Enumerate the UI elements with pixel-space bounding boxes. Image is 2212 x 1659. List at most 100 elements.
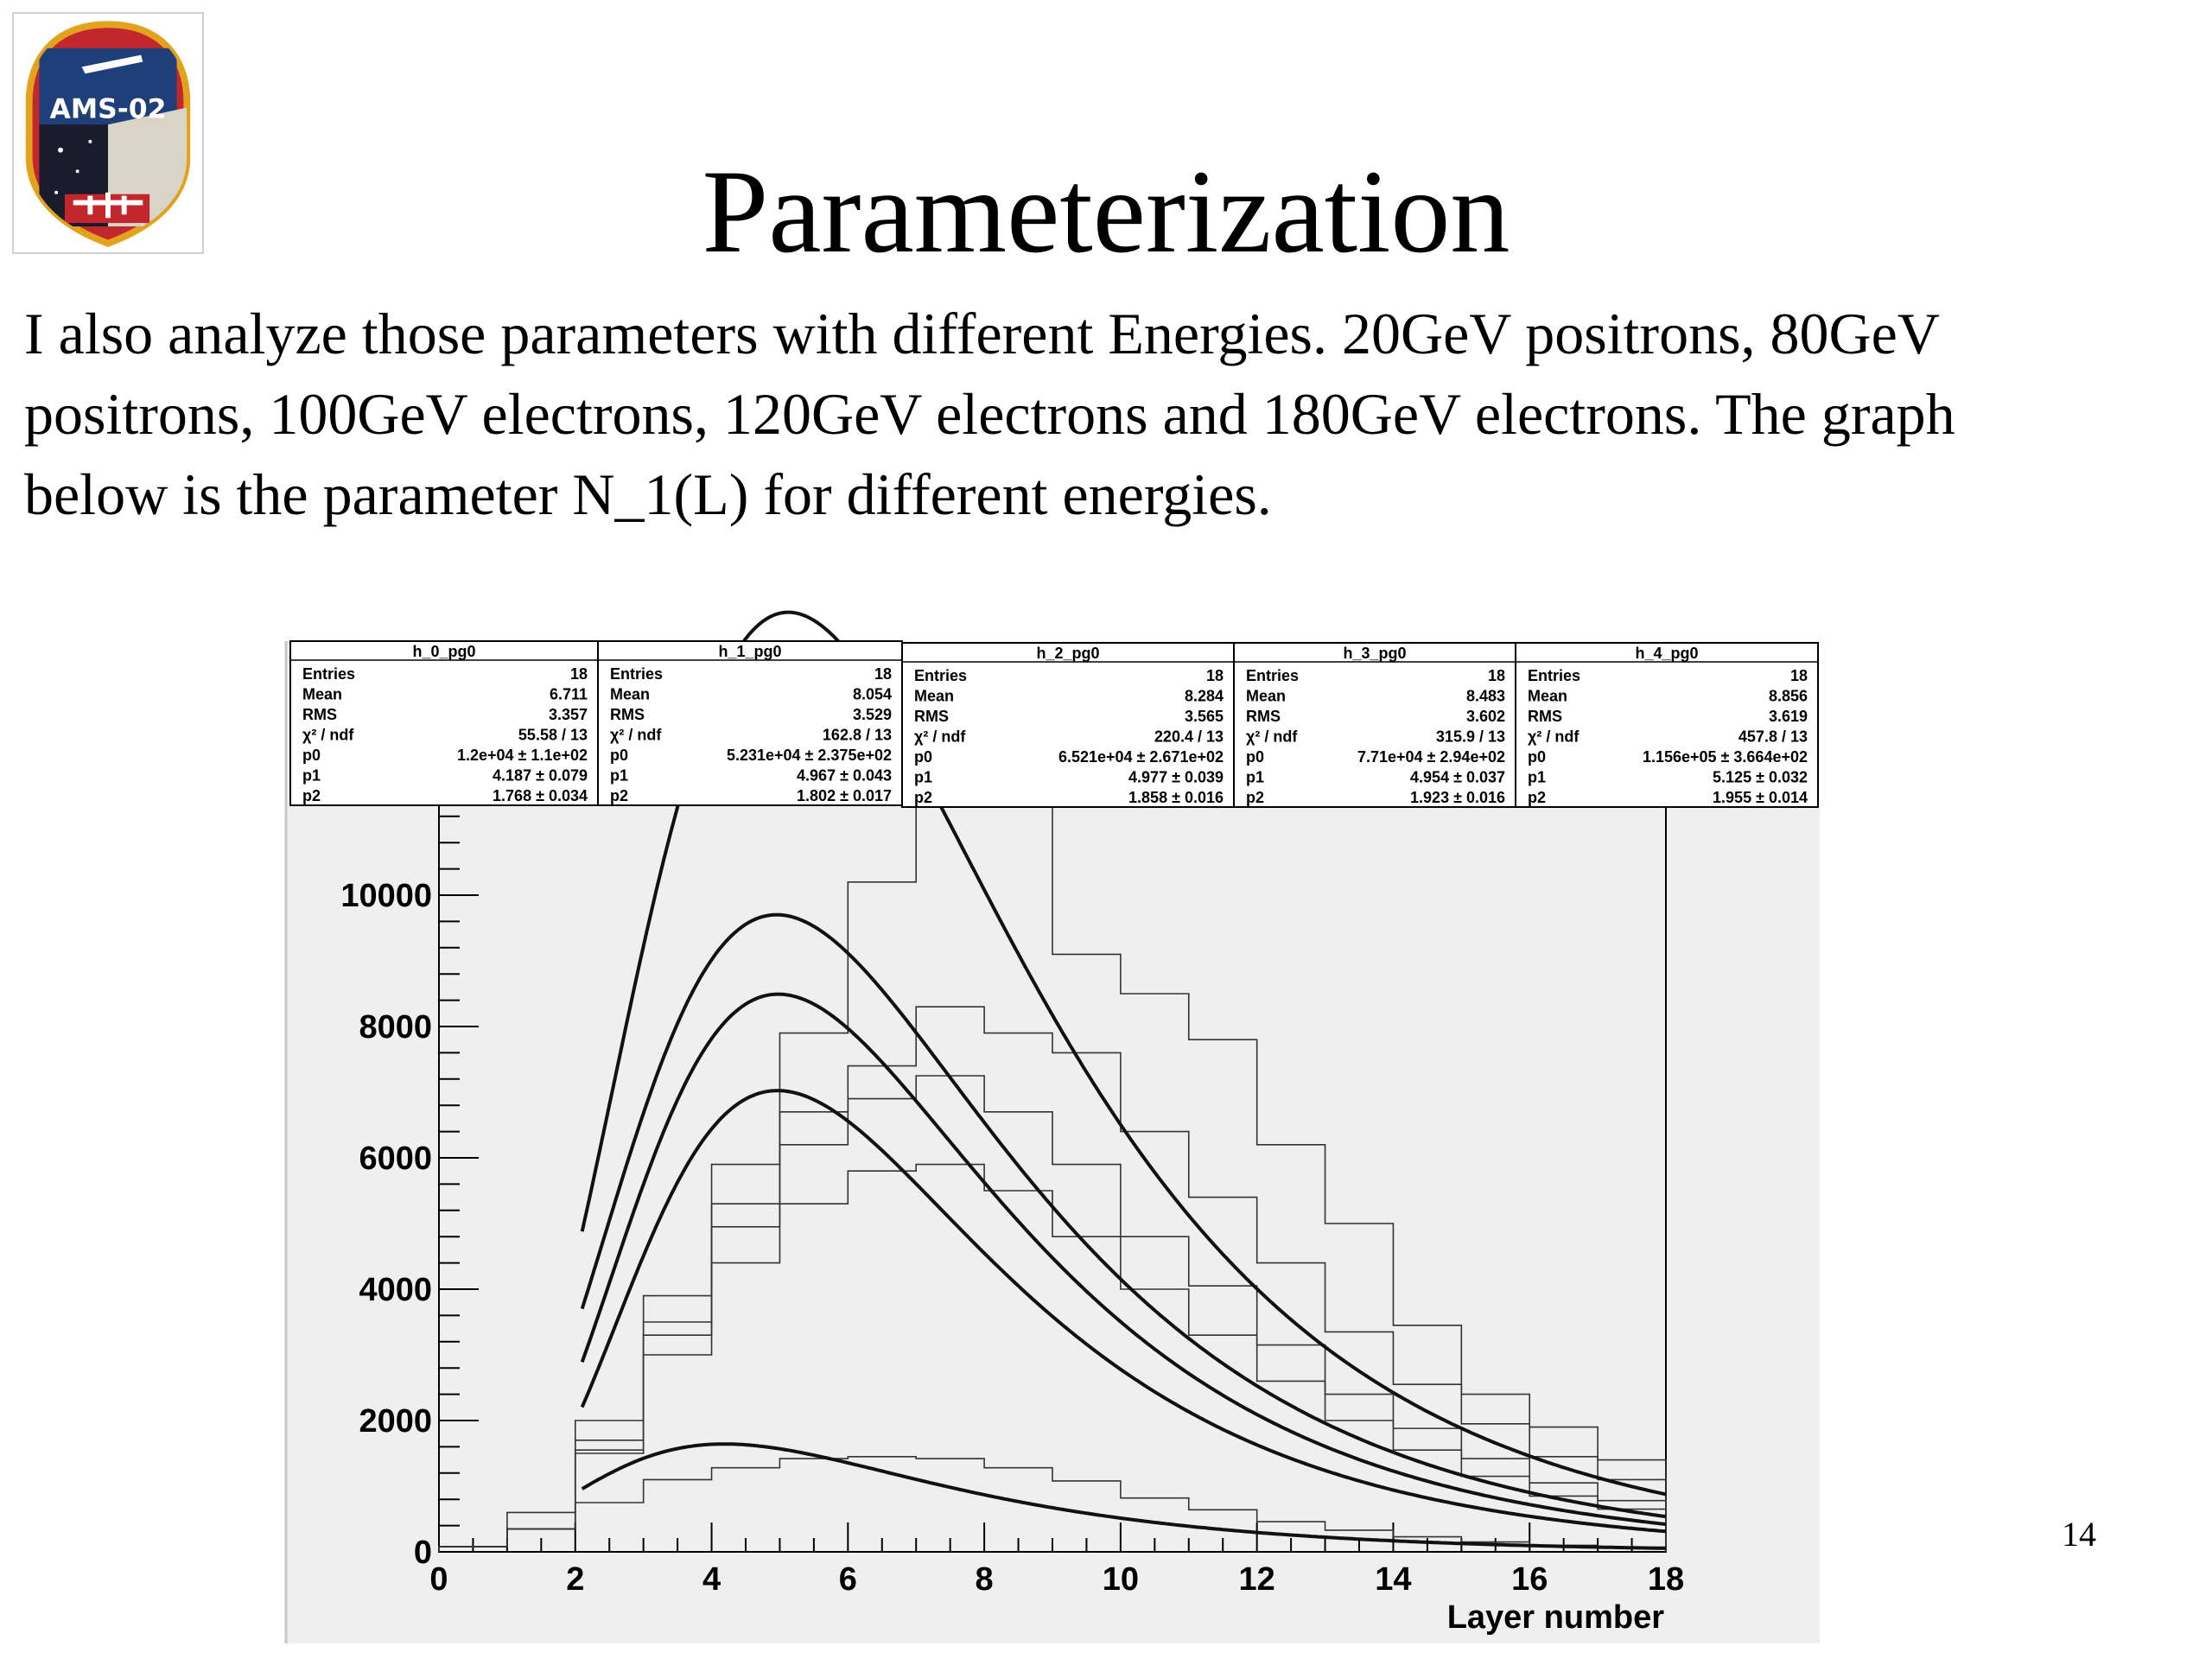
stats-row-label: Mean [610,686,650,703]
slide-body: I also analyze those parameters with dif… [24,294,2212,535]
fit-curve-h_4_pg0 [580,610,1667,1497]
stats-row-label: χ² / ndf [610,727,662,744]
x-tick-label: 12 [1239,1561,1275,1598]
stats-row-label: p2 [302,787,321,804]
stats-row-label: Entries [914,667,967,684]
stats-row-value: 18 [1488,667,1505,684]
x-tick-label: 18 [1648,1561,1684,1598]
stats-row-label: χ² / ndf [1246,728,1298,746]
stats-row-value: 7.71e+04 ± 2.94e+02 [1357,748,1505,766]
x-axis-label: Layer number [1447,1599,1665,1636]
logo-text: AMS-02 [50,93,167,124]
stats-row-value: 18 [570,665,588,683]
stats-row-value: 4.967 ± 0.043 [797,767,892,785]
stats-row-value: 4.954 ± 0.037 [1410,769,1505,786]
stats-row-value: 18 [1206,667,1224,684]
page-number: 14 [2062,1515,2096,1554]
stats-row-label: p1 [1246,769,1264,786]
y-tick-label: 4000 [359,1272,432,1308]
y-tick-label: 8000 [359,1009,432,1046]
stats-row-value: 4.977 ± 0.039 [1128,769,1224,786]
stats-row-label: Mean [1246,688,1286,705]
stats-row-value: 1.768 ± 0.034 [493,787,588,804]
stats-row-label: Mean [914,688,954,705]
stats-row-value: 3.529 [853,706,892,723]
body-line: below is the parameter N_1(L) for differ… [24,461,1272,527]
stats-row-label: χ² / ndf [1528,728,1580,746]
stats-row-value: 5.231e+04 ± 2.375e+02 [727,747,892,764]
stats-row-label: RMS [1246,708,1281,725]
stats-row-label: RMS [1528,708,1562,725]
x-tick-label: 8 [976,1561,994,1598]
stats-row-label: χ² / ndf [914,728,966,746]
body-line: positrons, 100GeV electrons, 120GeV elec… [24,381,1955,447]
stats-row-label: p0 [610,747,628,764]
stats-row-label: Entries [1246,667,1299,684]
stats-row-label: p1 [1528,769,1546,786]
stats-box [901,642,1235,808]
x-tick-label: 4 [702,1561,721,1598]
y-tick-label: 6000 [359,1141,432,1177]
stats-row-value: 3.565 [1185,708,1224,725]
stats-box-title: h_4_pg0 [1635,645,1698,662]
fit-curve-h_3_pg0 [580,912,1667,1519]
ams-02-logo: AMS-02 [12,12,204,254]
stats-row-value: 8.054 [853,686,892,703]
stats-row-label: p1 [610,767,628,785]
stats-row-value: 162.8 / 13 [823,727,892,744]
stats-box [1515,642,1819,808]
stats-row-label: RMS [610,706,645,723]
stats-row-value: 220.4 / 13 [1154,728,1224,746]
stats-row-label: p0 [1528,748,1546,766]
stats-row-label: χ² / ndf [302,727,354,744]
stats-row-value: 1.802 ± 0.017 [797,787,892,804]
histogram-h_4_pg0 [438,763,1667,1552]
x-tick-label: 14 [1375,1561,1411,1598]
stats-box-title: h_1_pg0 [718,643,781,660]
stats-row-label: RMS [914,708,949,725]
body-line: I also analyze those parameters with dif… [24,301,1940,366]
stats-row-value: 6.711 [550,686,588,703]
stats-row-label: Entries [302,665,355,683]
stats-row-value: 8.483 [1466,688,1505,705]
stats-row-label: Entries [1528,667,1580,684]
stats-row-value: 1.955 ± 0.014 [1713,789,1808,806]
stats-row-label: p1 [302,767,321,785]
x-tick-label: 16 [1511,1561,1548,1598]
stats-row-value: 3.619 [1769,708,1808,725]
stats-row-value: 315.9 / 13 [1436,728,1505,746]
stats-box [597,640,903,806]
stats-row-label: p2 [914,789,932,806]
stats-box-title: h_3_pg0 [1343,645,1406,662]
fit-curve-h_1_pg0 [580,1089,1667,1534]
stats-row-label: p0 [302,747,321,764]
stats-row-value: 55.58 / 13 [518,727,588,744]
stats-row-label: Mean [302,686,342,703]
stats-box [1233,642,1516,808]
stats-row-value: 8.856 [1769,688,1808,705]
x-tick-label: 0 [429,1561,448,1598]
stats-row-label: p2 [610,787,628,804]
slide-title: Parameterization [702,145,1510,277]
x-tick-label: 6 [839,1561,857,1598]
y-tick-label: 0 [414,1535,432,1571]
stats-row-value: 18 [1790,667,1808,684]
stats-row-value: 18 [874,665,892,683]
stats-box-title: h_2_pg0 [1036,645,1099,662]
fit-curve-h_2_pg0 [580,992,1667,1526]
stats-row-label: p0 [1246,748,1264,766]
y-tick-label: 2000 [359,1403,432,1440]
stats-row-value: 3.602 [1466,708,1505,725]
stats-row-value: 457.8 / 13 [1738,728,1808,746]
stats-box-title: h_0_pg0 [412,643,475,660]
stats-row-value: 4.187 ± 0.079 [493,767,588,785]
y-tick-label: 10000 [340,878,432,914]
stats-row-label: RMS [302,706,337,723]
stats-row-value: 3.357 [549,706,588,723]
stats-box [289,640,599,806]
histogram-h_0_pg0 [438,1456,1667,1552]
stats-row-value: 1.858 ± 0.016 [1128,789,1224,806]
stats-row-value: 8.284 [1185,688,1224,705]
stats-row-value: 1.2e+04 ± 1.1e+02 [457,747,588,764]
